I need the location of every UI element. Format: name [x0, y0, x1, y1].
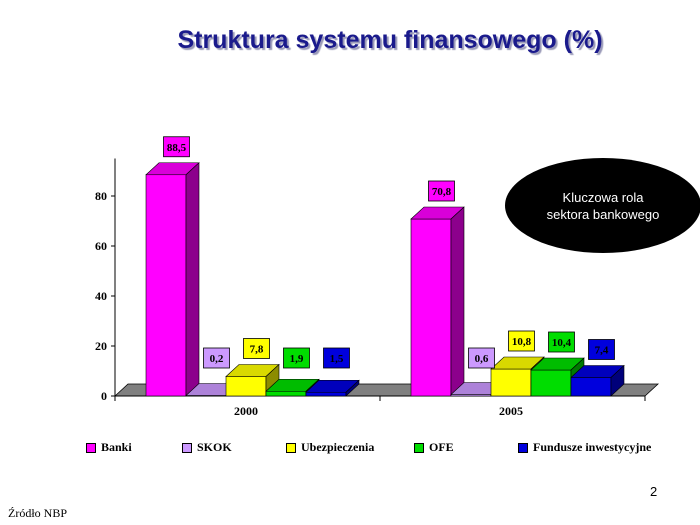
- chart-data-labels: 88,5 0,2 7,8 1,9 1,5 70,8 0,6 10,8 10,4 7,4: [163, 136, 615, 369]
- y-tick-label: 60: [95, 239, 107, 253]
- legend-item-banki: Banki: [86, 440, 132, 455]
- callout-line2: sektora bankowego: [546, 206, 660, 222]
- svg-text:1,5: 1,5: [330, 353, 344, 365]
- data-label-skok-2000: 0,2: [203, 347, 230, 369]
- legend-swatch: [518, 442, 528, 453]
- svg-text:10,4: 10,4: [552, 337, 572, 349]
- svg-text:88,5: 88,5: [167, 142, 187, 154]
- y-tick-label: 0: [101, 389, 107, 403]
- page-number: 2: [650, 484, 658, 499]
- legend-swatch: [414, 442, 424, 453]
- source-note: Źródło NBP: [8, 506, 68, 520]
- data-label-fundusze-inwestycyjne-2000: 1,5: [323, 347, 350, 369]
- bar-banki-2000: [145, 162, 200, 397]
- legend-item-ubezpieczenia: Ubezpieczenia: [286, 440, 374, 455]
- y-tick-label: 40: [95, 289, 107, 303]
- data-label-banki-2005: 70,8: [428, 180, 455, 202]
- data-label-ofe-2005: 10,4: [548, 331, 575, 353]
- data-label-ofe-2000: 1,9: [283, 347, 310, 369]
- bar-fundusze-inwestycyjne-2000: [305, 379, 360, 397]
- legend-label: OFE: [429, 440, 454, 454]
- x-category-label: 2000: [234, 404, 258, 418]
- slide-title: Struktura systemu finansowego (%): [177, 26, 603, 54]
- legend-item-fundusze-inwestycyjne: Fundusze inwestycyjne: [518, 440, 651, 455]
- legend-label: Banki: [101, 440, 132, 454]
- data-label-skok-2005: 0,6: [468, 347, 495, 369]
- bar-fundusze-inwestycyjne-2005: [570, 364, 625, 397]
- legend-swatch: [286, 442, 296, 453]
- svg-text:7,4: 7,4: [595, 345, 609, 357]
- legend-label: Fundusze inwestycyjne: [533, 440, 652, 454]
- chart-axis: 0 20 40 60 80 2000 2005: [95, 158, 646, 418]
- bar-ubezpieczenia-2000: [225, 363, 280, 397]
- svg-text:70,8: 70,8: [432, 186, 452, 198]
- x-category-label: 2005: [499, 404, 523, 418]
- svg-text:7,8: 7,8: [250, 344, 264, 356]
- data-label-fundusze-inwestycyjne-2005: 7,4: [588, 339, 615, 360]
- y-tick-label: 80: [95, 189, 107, 203]
- data-label-ubezpieczenia-2000: 7,8: [243, 338, 270, 359]
- svg-text:0,6: 0,6: [475, 353, 489, 365]
- legend-swatch: [182, 442, 192, 453]
- legend-swatch: [86, 442, 96, 453]
- legend-label: SKOK: [197, 440, 232, 454]
- svg-text:1,9: 1,9: [290, 353, 304, 365]
- legend-item-skok: SKOK: [182, 440, 232, 455]
- data-label-banki-2000: 88,5: [163, 136, 190, 158]
- svg-text:10,8: 10,8: [512, 336, 532, 348]
- callout-bubble: Kluczowa rola sektora bankowego: [505, 158, 700, 253]
- data-label-ubezpieczenia-2005: 10,8: [508, 330, 535, 352]
- callout-line1: Kluczowa rola: [562, 189, 644, 205]
- chart-bars: [145, 162, 625, 397]
- legend-item-ofe: OFE: [414, 440, 454, 455]
- svg-text:0,2: 0,2: [210, 353, 224, 365]
- y-tick-label: 20: [95, 339, 107, 353]
- bar-banki-2005: [410, 206, 465, 397]
- legend-label: Ubezpieczenia: [301, 440, 375, 454]
